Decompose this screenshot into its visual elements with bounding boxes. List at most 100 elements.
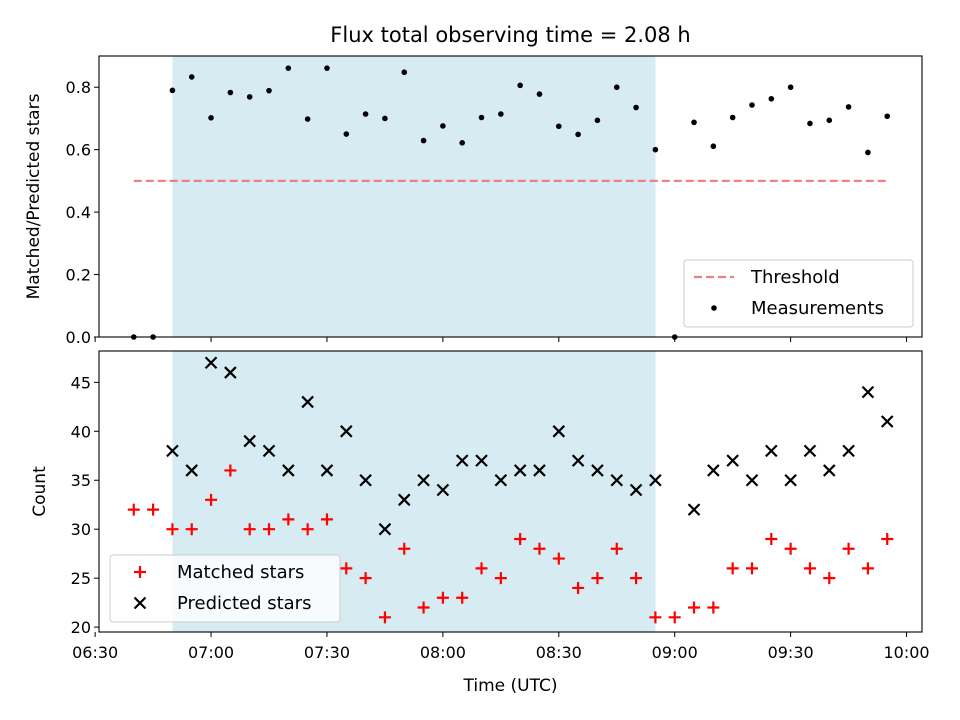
predicted-star-point (378, 522, 392, 536)
measurement-point (652, 146, 659, 153)
matched-star-point (591, 572, 604, 585)
matched-star-point (436, 591, 449, 604)
matched-star-point (147, 503, 160, 516)
predicted-star-point (745, 473, 759, 487)
predicted-star-point (436, 483, 450, 497)
legend-measurement-swatch (711, 305, 717, 311)
star-count-panel: 20 25 30 35 40 45 06:30 07:00 07:30 08:00 08:30 09:… (30, 350, 930, 696)
x-axis-label: Time (UTC) (463, 676, 558, 696)
matched-star-point (166, 523, 179, 536)
y-tick-label: 20 (71, 618, 91, 637)
predicted-star-point (861, 385, 875, 399)
predicted-star-point (494, 473, 508, 487)
measurement-point (691, 119, 697, 126)
predicted-star-point (475, 454, 488, 467)
matched-star-point (765, 532, 778, 545)
measurement-point (710, 143, 717, 150)
measurement-point (498, 111, 504, 117)
predicted-star-point (166, 444, 179, 458)
measurement-point (807, 120, 813, 127)
matched-star-point (572, 581, 585, 594)
series-matched-stars (127, 464, 894, 624)
matched-star-point (224, 464, 237, 477)
measurement-point (555, 123, 562, 130)
flux-ratio-panel: 0.0 0.2 0.4 0.6 0.8 Flux total observing time… (24, 23, 923, 347)
measurement-point (304, 116, 311, 122)
y-tick-label: 45 (71, 373, 91, 392)
chart-title: Flux total observing time = 2.08 h (330, 23, 690, 47)
legend-predicted-swatch (133, 596, 147, 610)
matched-star-point (649, 611, 662, 624)
matched-star-point (127, 503, 140, 516)
predicted-star-point (784, 473, 797, 487)
measurement-point (478, 114, 485, 121)
y-tick-label: 40 (71, 422, 91, 441)
predicted-star-point (822, 464, 836, 477)
x-tick-label: 06:30 (72, 643, 118, 662)
legend-entry-label: Measurements (751, 298, 884, 319)
measurement-point (884, 113, 891, 120)
measurement-point (169, 87, 176, 94)
predicted-star-point (301, 395, 314, 409)
matched-star-point (861, 562, 874, 575)
matched-star-point (263, 523, 276, 536)
matched-star-point (668, 611, 681, 624)
predicted-star-point (765, 444, 778, 458)
predicted-star-point (262, 444, 276, 458)
matched-star-point (688, 601, 701, 614)
matched-star-point (320, 513, 333, 526)
y-tick-label: 0.2 (66, 266, 91, 285)
measurement-point (285, 65, 292, 71)
measurement-point (246, 94, 253, 100)
measurement-point (420, 137, 427, 144)
predicted-star-point (417, 473, 430, 487)
y-tick-label: 35 (71, 471, 91, 490)
predicted-star-point (610, 473, 624, 487)
y-tick-label: 25 (71, 569, 91, 588)
measurement-point (517, 82, 523, 89)
matched-star-point (185, 523, 198, 536)
measurement-point (613, 84, 620, 91)
x-tick-label: 08:00 (420, 643, 466, 662)
matched-star-point (803, 562, 816, 575)
y-tick-label: 0.8 (66, 78, 91, 97)
x-tick-label: 07:30 (304, 643, 350, 662)
measurement-point (536, 91, 543, 97)
y-axis-label: Count (30, 466, 50, 517)
x-tick-label: 09:00 (652, 643, 698, 662)
axes-frame (98, 55, 923, 338)
predicted-star-point (282, 464, 295, 477)
predicted-star-point (571, 454, 585, 467)
y-tick-label: 0.0 (66, 328, 91, 347)
measurement-point (343, 131, 350, 137)
axes-frame (98, 350, 923, 633)
measurement-point (324, 65, 330, 71)
y-tick-label: 0.6 (66, 141, 91, 160)
predicted-star-point (204, 356, 218, 370)
matched-star-point (514, 532, 527, 545)
matched-star-point (610, 542, 623, 555)
predicted-star-point (243, 434, 256, 448)
series-predicted-stars (166, 356, 894, 536)
predicted-star-point (842, 444, 855, 458)
legend-box (683, 259, 914, 328)
matched-star-point (417, 601, 430, 614)
measurement-point (826, 117, 833, 124)
matched-star-point (881, 532, 894, 545)
observing-interval-band (172, 56, 656, 337)
measurement-point (362, 111, 369, 117)
x-tick-label: 08:30 (536, 643, 582, 662)
measurement-point (440, 123, 446, 129)
measurement-point (459, 139, 466, 146)
predicted-star-point (533, 464, 546, 477)
measurement-point (575, 131, 581, 138)
predicted-star-point (707, 464, 720, 477)
matched-star-point (359, 572, 372, 585)
series-measurements (130, 65, 891, 340)
matched-star-point (823, 572, 836, 585)
matched-star-point (842, 542, 855, 555)
measurement-point (401, 69, 408, 76)
y-tick-label: 30 (71, 520, 91, 539)
measurement-point (382, 115, 388, 122)
